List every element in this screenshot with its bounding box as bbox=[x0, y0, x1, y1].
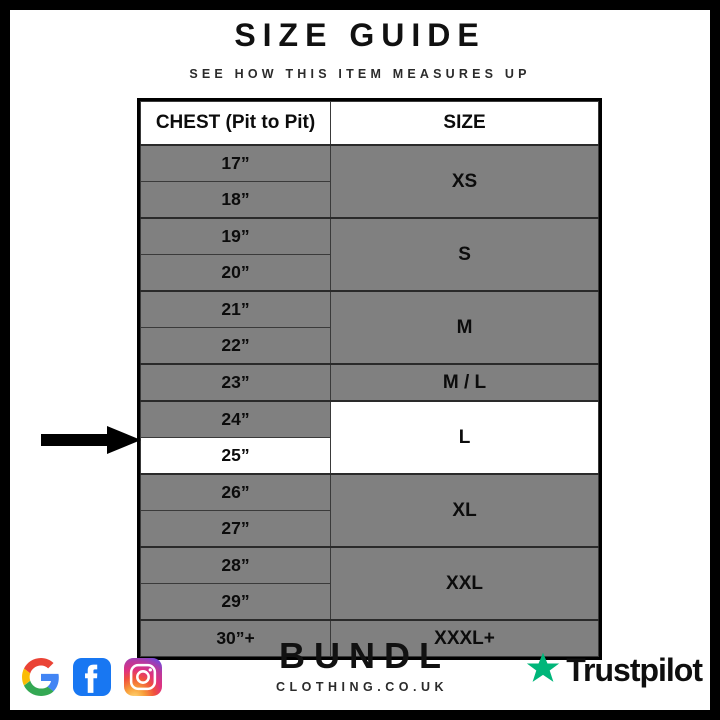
footer: BUNDL CLOTHING.CO.UK Trustpilot bbox=[10, 630, 710, 702]
brand-name: BUNDL bbox=[279, 635, 450, 676]
chest-measurement-cell: 24” bbox=[139, 400, 332, 438]
size-label-cell: S bbox=[330, 217, 599, 292]
table-row: 20” bbox=[139, 254, 599, 292]
chest-measurement-cell: 25” bbox=[139, 437, 332, 475]
chest-measurement-cell: 23” bbox=[139, 363, 332, 402]
table-row: 23” M / L bbox=[139, 363, 599, 402]
chest-measurement-cell: 22” bbox=[139, 327, 332, 365]
chest-measurement-cell: 27” bbox=[139, 510, 332, 548]
row-indicator-arrow bbox=[41, 425, 141, 455]
size-label-cell: XS bbox=[330, 144, 599, 219]
table-row: 19” S bbox=[139, 217, 599, 292]
column-header-size: SIZE bbox=[330, 101, 599, 146]
chest-measurement-cell: 17” bbox=[139, 144, 332, 182]
table-row: 25” bbox=[139, 437, 599, 475]
table-row: 27” bbox=[139, 510, 599, 548]
chest-measurement-cell: 30”+ bbox=[139, 619, 332, 657]
chest-measurement-cell: 26” bbox=[139, 473, 332, 511]
table-head: CHEST (Pit to Pit) SIZE bbox=[139, 101, 599, 146]
chest-measurement-cell: 20” bbox=[139, 254, 332, 292]
table-row: 24” L bbox=[139, 400, 599, 475]
trustpilot-wordmark: Trustpilot bbox=[566, 652, 703, 688]
brand-logo: BUNDL CLOTHING.CO.UK bbox=[10, 635, 710, 695]
size-label-cell: XL bbox=[330, 473, 599, 548]
table-header-row: CHEST (Pit to Pit) SIZE bbox=[139, 101, 599, 146]
google-icon[interactable] bbox=[22, 658, 60, 696]
table-row: 29” bbox=[139, 583, 599, 621]
size-label-cell: XXXL+ bbox=[330, 619, 599, 657]
size-label-cell: M bbox=[330, 290, 599, 365]
chest-measurement-cell: 21” bbox=[139, 290, 332, 328]
chest-measurement-cell: 29” bbox=[139, 583, 332, 621]
social-links bbox=[22, 658, 162, 696]
instagram-icon[interactable] bbox=[124, 658, 162, 696]
size-label-cell: M / L bbox=[330, 363, 599, 402]
table-row: 30”+ XXXL+ bbox=[139, 619, 599, 657]
table-body: 17” XS 18” 19” S 20” 21” M 22” 23” M / L 24” L 25” 26”… bbox=[139, 144, 599, 657]
size-label-cell: L bbox=[330, 400, 599, 475]
page-subtitle: SEE HOW THIS ITEM MEASURES UP bbox=[189, 67, 531, 82]
chest-measurement-cell: 19” bbox=[139, 217, 332, 255]
column-header-chest: CHEST (Pit to Pit) bbox=[139, 101, 332, 146]
chest-measurement-cell: 18” bbox=[139, 181, 332, 219]
table-row: 18” bbox=[139, 181, 599, 219]
size-table-container: CHEST (Pit to Pit) SIZE 17” XS 18” 19” S 20” 2… bbox=[137, 98, 602, 660]
brand-domain: CLOTHING.CO.UK bbox=[275, 680, 449, 694]
header: SIZE GUIDE SEE HOW THIS ITEM MEASURES UP bbox=[10, 10, 710, 81]
page-title: SIZE GUIDE bbox=[234, 17, 486, 53]
table-row: 21” M bbox=[139, 290, 599, 365]
chest-measurement-cell: 28” bbox=[139, 546, 332, 584]
trustpilot-logo[interactable]: Trustpilot bbox=[526, 651, 703, 690]
table-row: 17” XS bbox=[139, 144, 599, 219]
table-row: 28” XXL bbox=[139, 546, 599, 621]
size-table: CHEST (Pit to Pit) SIZE 17” XS 18” 19” S 20” 2… bbox=[139, 101, 599, 657]
trustpilot-star-icon bbox=[526, 651, 560, 690]
size-label-cell: XXL bbox=[330, 546, 599, 621]
facebook-icon[interactable] bbox=[73, 658, 111, 696]
table-row: 26” XL bbox=[139, 473, 599, 548]
